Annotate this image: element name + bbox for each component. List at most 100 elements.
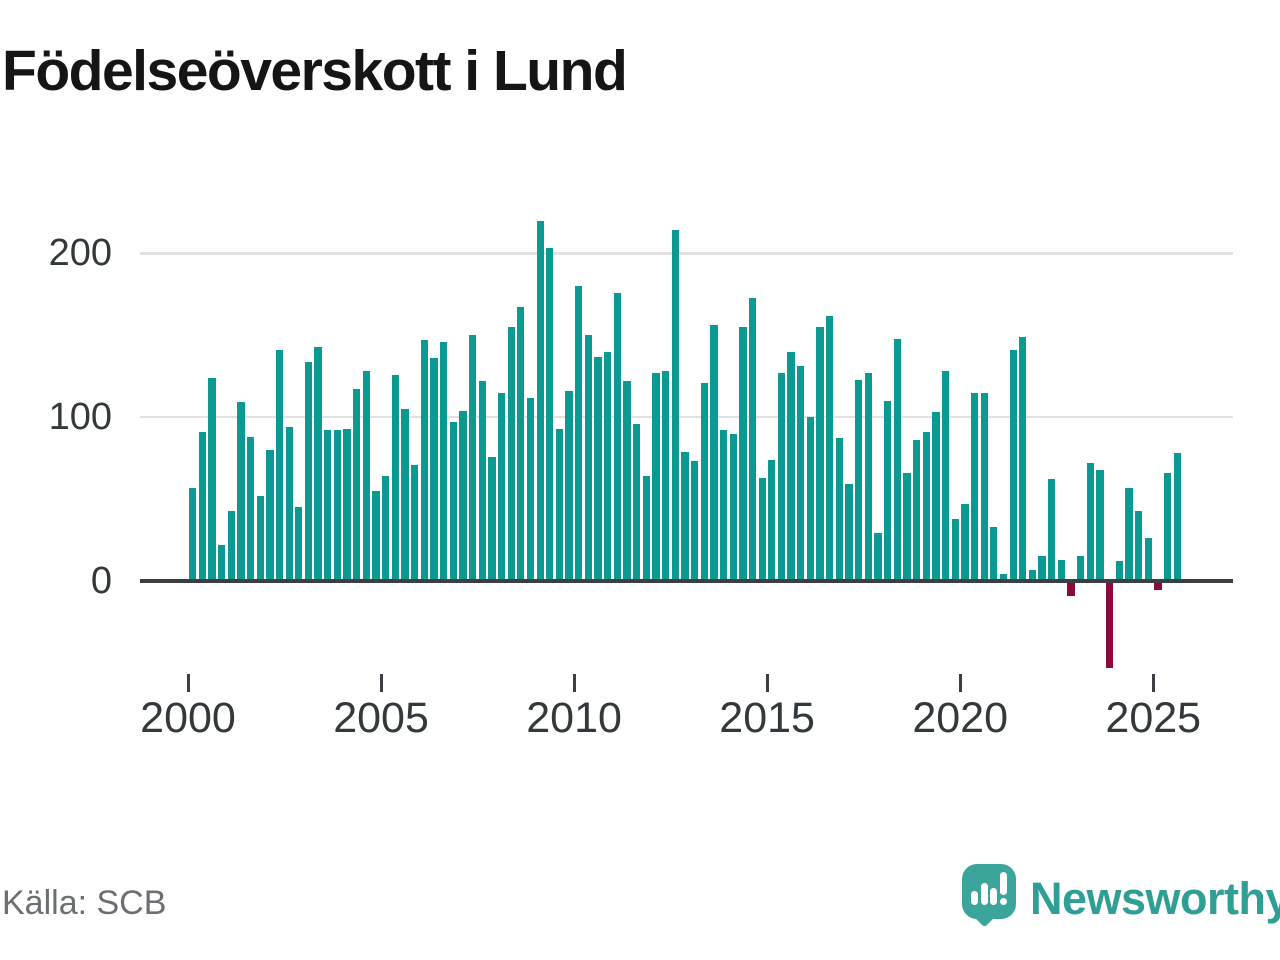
bar xyxy=(912,440,921,581)
bar xyxy=(575,286,583,581)
bar xyxy=(295,507,303,581)
bar xyxy=(459,410,467,581)
logo-mini-bar-icon xyxy=(971,891,978,905)
bar xyxy=(623,381,631,581)
bar xyxy=(189,487,197,581)
y-axis-label: 0 xyxy=(90,560,112,602)
bar xyxy=(1144,538,1152,581)
bar xyxy=(922,431,930,581)
bar xyxy=(420,340,428,581)
bar xyxy=(1048,479,1056,581)
bar xyxy=(324,430,332,581)
bar xyxy=(1096,469,1104,581)
x-axis-tick xyxy=(186,674,190,692)
bar xyxy=(1028,569,1037,581)
x-axis-label: 2025 xyxy=(1105,694,1202,742)
x-axis-tick xyxy=(958,674,962,692)
bar xyxy=(671,230,679,581)
bar xyxy=(826,315,834,581)
bar xyxy=(1106,583,1114,669)
bar xyxy=(449,422,457,581)
bar xyxy=(835,438,844,581)
bar xyxy=(1134,510,1143,581)
bar xyxy=(333,430,342,581)
x-axis-tick xyxy=(379,674,383,692)
bar xyxy=(1163,472,1172,581)
bar xyxy=(884,400,892,581)
bar xyxy=(700,382,708,581)
bar xyxy=(275,350,284,581)
bar xyxy=(555,428,564,581)
bar xyxy=(237,402,245,581)
bar xyxy=(710,325,718,581)
x-axis-line xyxy=(140,578,1233,583)
logo-exclamation-icon xyxy=(999,872,1007,895)
newsworthy-logo: Newsworthy xyxy=(962,864,1280,944)
bar xyxy=(652,372,660,581)
bar xyxy=(797,366,805,581)
bar xyxy=(903,472,911,581)
logo-mini-bar-icon xyxy=(990,888,997,905)
bar xyxy=(941,371,950,581)
bar xyxy=(748,297,757,581)
x-axis-label: 2000 xyxy=(140,694,236,742)
bar xyxy=(517,307,525,581)
x-axis-label: 2015 xyxy=(719,694,815,742)
bar xyxy=(256,495,264,581)
bar xyxy=(314,346,322,581)
bar xyxy=(999,574,1008,581)
bar xyxy=(739,327,747,581)
bar xyxy=(391,374,399,581)
bar xyxy=(604,351,612,581)
bar xyxy=(855,379,863,581)
bar xyxy=(439,341,448,581)
bar xyxy=(382,476,390,581)
bar xyxy=(227,510,235,581)
bar xyxy=(353,389,361,581)
bar xyxy=(777,372,786,581)
bar xyxy=(806,417,815,581)
x-axis-tick xyxy=(572,674,576,692)
bar xyxy=(642,476,650,581)
bar xyxy=(787,351,795,581)
bar xyxy=(719,430,728,581)
bar xyxy=(1173,453,1181,581)
bar xyxy=(961,504,969,581)
bar xyxy=(497,392,506,581)
bar xyxy=(478,381,486,581)
bar xyxy=(304,361,313,581)
bar xyxy=(411,464,419,581)
gridline-y-100 xyxy=(140,415,1233,419)
bar xyxy=(266,449,274,581)
bar xyxy=(507,327,515,581)
bar xyxy=(488,456,496,581)
bar xyxy=(758,477,766,581)
bar xyxy=(401,409,409,581)
x-axis-label: 2020 xyxy=(912,694,1009,742)
bar xyxy=(372,490,380,581)
bar xyxy=(893,338,901,581)
bar xyxy=(1086,463,1095,581)
bar xyxy=(1038,556,1046,581)
bar xyxy=(613,292,622,581)
logo-exclamation-dot-icon xyxy=(999,898,1007,905)
x-axis-label: 2005 xyxy=(333,694,429,742)
bar xyxy=(546,248,554,581)
bar xyxy=(768,459,776,581)
x-axis-label: 2010 xyxy=(526,694,622,742)
bar xyxy=(681,451,689,581)
newsworthy-logo-icon xyxy=(962,864,1016,919)
bar xyxy=(980,392,988,581)
bar xyxy=(661,371,670,581)
bar xyxy=(594,356,602,581)
bar xyxy=(217,544,226,581)
bar xyxy=(932,412,940,581)
gridline-y-200 xyxy=(140,252,1233,255)
bar xyxy=(1067,583,1075,597)
bar xyxy=(1154,583,1162,590)
bar xyxy=(584,335,593,581)
newsworthy-wordmark: Newsworthy xyxy=(1030,873,1280,924)
chart-title: Födelseöverskott i Lund xyxy=(2,39,628,103)
